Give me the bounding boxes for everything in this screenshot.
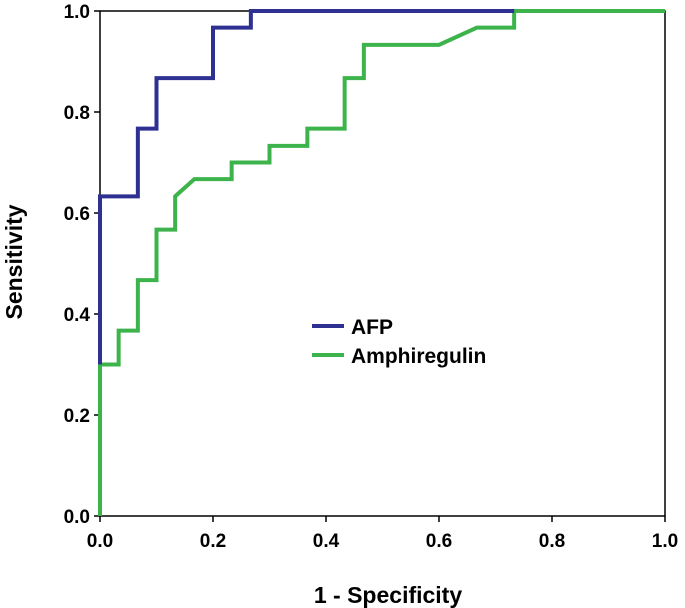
legend-label-afp: AFP	[351, 316, 393, 339]
x-axis-title: 1 - Specificity	[314, 582, 462, 608]
legend: AFP Amphiregulin	[312, 316, 486, 368]
x-tick-label: 0.8	[539, 531, 565, 552]
y-axis-title: Sensitivity	[1, 204, 27, 319]
x-tick-label: 0.0	[87, 531, 113, 552]
y-tick-label: 0.2	[64, 406, 90, 427]
x-tick-label: 0.6	[426, 531, 452, 552]
series-line-amphiregulin	[98, 9, 665, 516]
series-layer	[98, 9, 665, 516]
x-tick-label: 1.0	[652, 531, 678, 552]
legend-label-amphiregulin: Amphiregulin	[351, 345, 486, 368]
y-tick-label: 0.8	[64, 103, 90, 124]
y-tick-label: 0.4	[64, 305, 91, 326]
y-tick-label: 0.6	[64, 204, 90, 225]
x-tick-label: 0.2	[200, 531, 226, 552]
series-line-afp	[98, 9, 515, 365]
axis-ticks: 0.0 0.2 0.4 0.6 0.8 1.0 0.0 0.2 0.4 0.6 0.8 1.0	[64, 2, 679, 552]
y-tick-label: 0.0	[64, 507, 90, 528]
x-tick-label: 0.4	[313, 531, 340, 552]
plot-frame	[99, 10, 666, 517]
y-tick-label: 1.0	[64, 2, 90, 23]
